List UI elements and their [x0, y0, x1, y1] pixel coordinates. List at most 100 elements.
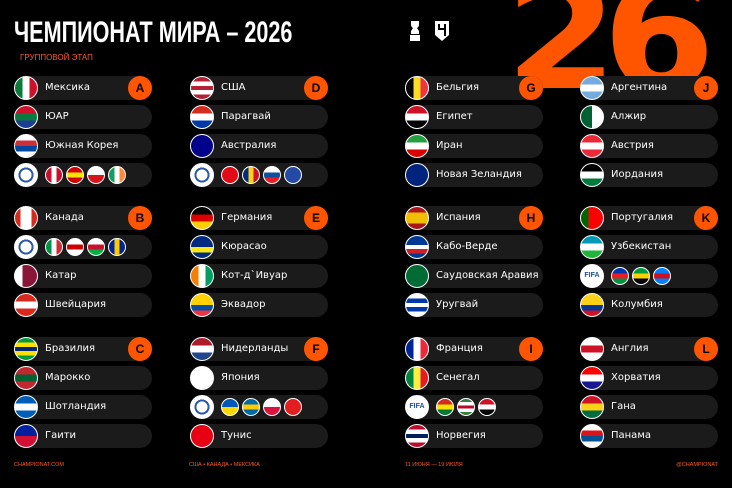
- flag-icon: [653, 267, 671, 285]
- flag-icon: [405, 337, 429, 361]
- team-row[interactable]: Канада B: [14, 206, 152, 230]
- playoff-slot[interactable]: [14, 163, 152, 187]
- team-name: Кабо-Верде: [436, 241, 498, 252]
- team-row[interactable]: Германия E: [190, 206, 328, 230]
- team-row[interactable]: Шотландия: [14, 395, 152, 419]
- team-row[interactable]: Египет: [405, 105, 543, 129]
- team-name: Англия: [611, 343, 649, 354]
- team-name: Алжир: [611, 111, 647, 122]
- team-row[interactable]: Мексика A: [14, 76, 152, 100]
- flag-icon: [580, 105, 604, 129]
- team-name: Гана: [611, 401, 636, 412]
- team-row[interactable]: Узбекистан: [580, 235, 718, 259]
- team-row[interactable]: Парагвай: [190, 105, 328, 129]
- team-row[interactable]: Иран: [405, 134, 543, 158]
- flag-icon: [14, 105, 38, 129]
- group-letter-badge: C: [128, 337, 152, 361]
- team-name: Канада: [45, 212, 84, 223]
- playoff-slot[interactable]: [190, 163, 328, 187]
- team-name: Египет: [436, 111, 473, 122]
- flag-icon: [580, 76, 604, 100]
- team-row[interactable]: Япония: [190, 366, 328, 390]
- team-row[interactable]: Уругвай: [405, 293, 543, 317]
- uefa-logo-icon: [190, 395, 214, 419]
- team-row[interactable]: Тунис: [190, 424, 328, 448]
- flag-icon: [14, 206, 38, 230]
- footer-handle: @CHAMPIONAT: [676, 462, 718, 468]
- playoff-slot[interactable]: FIFA: [405, 395, 543, 419]
- team-name: Кюрасао: [221, 241, 267, 252]
- flag-icon: [405, 366, 429, 390]
- flag-icon: [66, 238, 84, 256]
- flag-icon: [14, 264, 38, 288]
- footer-hosts: США • КАНАДА • МЕКСИКА: [189, 462, 260, 468]
- group-letter-badge: K: [694, 206, 718, 230]
- group-letter-badge: J: [694, 76, 718, 100]
- flag-icon: [405, 76, 429, 100]
- team-name: Шотландия: [45, 401, 107, 412]
- flag-icon: [190, 264, 214, 288]
- team-row[interactable]: Кот-д`Ивуар: [190, 264, 328, 288]
- flag-icon: [284, 398, 302, 416]
- uefa-logo-icon: [14, 163, 38, 187]
- flag-icon: [190, 76, 214, 100]
- flag-icon: [242, 398, 260, 416]
- flag-icon: [14, 395, 38, 419]
- team-row[interactable]: Нидерланды F: [190, 337, 328, 361]
- flag-icon: [405, 235, 429, 259]
- team-name: Уругвай: [436, 299, 479, 310]
- team-row[interactable]: Марокко: [14, 366, 152, 390]
- team-row[interactable]: Гана: [580, 395, 718, 419]
- flag-icon: [242, 166, 260, 184]
- team-row[interactable]: Саудовская Аравия: [405, 264, 543, 288]
- team-row[interactable]: ЮАР: [14, 105, 152, 129]
- team-row[interactable]: Австрия: [580, 134, 718, 158]
- team-row[interactable]: Хорватия: [580, 366, 718, 390]
- team-row[interactable]: Южная Корея: [14, 134, 152, 158]
- team-row[interactable]: Кабо-Верде: [405, 235, 543, 259]
- team-row[interactable]: США D: [190, 76, 328, 100]
- flag-icon: [580, 424, 604, 448]
- team-row[interactable]: Катар: [14, 264, 152, 288]
- team-row[interactable]: Сенегал: [405, 366, 543, 390]
- team-row[interactable]: Норвегия: [405, 424, 543, 448]
- team-row[interactable]: Аргентина J: [580, 76, 718, 100]
- flag-icon: [190, 105, 214, 129]
- team-name: Нидерланды: [221, 343, 289, 354]
- footer-dates: 11 ИЮНЯ — 19 ИЮЛЯ: [405, 462, 463, 468]
- team-row[interactable]: Иордания: [580, 163, 718, 187]
- group-letter-badge: I: [519, 337, 543, 361]
- flag-icon: [14, 424, 38, 448]
- team-row[interactable]: Эквадор: [190, 293, 328, 317]
- team-row[interactable]: Бразилия C: [14, 337, 152, 361]
- team-row[interactable]: Франция I: [405, 337, 543, 361]
- team-row[interactable]: Колумбия: [580, 293, 718, 317]
- playoff-slot[interactable]: [14, 235, 152, 259]
- group-letter-badge: L: [694, 337, 718, 361]
- team-row[interactable]: Гаити: [14, 424, 152, 448]
- flag-icon: [263, 398, 281, 416]
- team-row[interactable]: Бельгия G: [405, 76, 543, 100]
- team-row[interactable]: Австралия: [190, 134, 328, 158]
- flag-icon: [611, 267, 629, 285]
- team-name: Мексика: [45, 82, 90, 93]
- team-name: Парагвай: [221, 111, 271, 122]
- flag-icon: [632, 267, 650, 285]
- flag-icon: [580, 134, 604, 158]
- flag-icon: [580, 366, 604, 390]
- team-row[interactable]: Испания H: [405, 206, 543, 230]
- playoff-slot[interactable]: FIFA: [580, 264, 718, 288]
- team-name: Сенегал: [436, 372, 480, 383]
- team-name: Австралия: [221, 140, 277, 151]
- team-name: Южная Корея: [45, 140, 119, 151]
- team-row[interactable]: Панама: [580, 424, 718, 448]
- team-row[interactable]: Швейцария: [14, 293, 152, 317]
- team-row[interactable]: Португалия K: [580, 206, 718, 230]
- playoff-slot[interactable]: [190, 395, 328, 419]
- flag-icon: [580, 206, 604, 230]
- team-row[interactable]: Новая Зеландия: [405, 163, 543, 187]
- team-row[interactable]: Англия L: [580, 337, 718, 361]
- team-row[interactable]: Кюрасао: [190, 235, 328, 259]
- team-row[interactable]: Алжир: [580, 105, 718, 129]
- team-name: Швейцария: [45, 299, 107, 310]
